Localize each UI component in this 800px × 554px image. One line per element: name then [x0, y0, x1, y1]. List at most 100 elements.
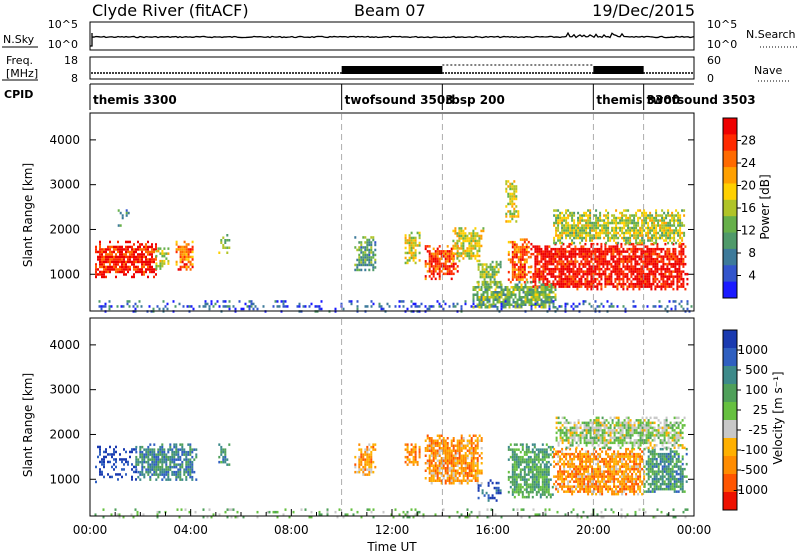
echo-cell	[440, 459, 443, 462]
echo-cell	[125, 245, 127, 249]
echo-cell	[450, 459, 453, 462]
echo-cell	[523, 483, 526, 486]
echo-cell	[430, 462, 433, 465]
echo-cell	[165, 453, 168, 456]
echo-cell	[173, 463, 176, 466]
echo-cell	[507, 475, 510, 479]
echo-cell	[364, 258, 367, 262]
echo-cell	[496, 286, 499, 289]
echo-cell	[432, 449, 435, 452]
echo-cell	[586, 280, 589, 283]
echo-cell	[537, 458, 540, 461]
echo-cell	[554, 267, 557, 271]
echo-cell	[149, 250, 151, 254]
echo-cell	[555, 214, 558, 217]
echo-cell	[99, 258, 101, 261]
echo-cell	[448, 447, 451, 450]
echo-cell	[621, 211, 624, 215]
echo-cell	[460, 447, 463, 450]
echo-cell	[673, 231, 676, 235]
echo-cell	[536, 291, 539, 294]
echo-cell	[569, 460, 572, 463]
echo-cell	[101, 260, 103, 264]
echo-cell	[147, 450, 150, 454]
echo-cell	[131, 260, 133, 264]
echo-cell	[606, 247, 609, 251]
echo-cell	[548, 303, 551, 306]
echo-cell	[99, 240, 101, 244]
echo-cell	[610, 247, 613, 251]
echo-cell	[615, 219, 618, 222]
echo-cell	[547, 483, 550, 486]
echo-cell	[617, 226, 620, 230]
echo-cell	[414, 450, 417, 454]
echo-cell	[533, 450, 536, 454]
echo-cell	[488, 300, 491, 303]
echo-cell	[527, 265, 530, 269]
echo-cell	[147, 465, 150, 469]
echo-cell	[532, 303, 535, 306]
echo-cell	[602, 257, 605, 261]
echo-cell	[611, 214, 614, 217]
echo-cell	[509, 200, 512, 203]
echo-cell	[639, 229, 642, 232]
echo-cell	[636, 285, 639, 288]
echo-cell	[304, 305, 307, 308]
echo-cell	[466, 442, 469, 445]
echo-cell	[537, 448, 540, 451]
echo-cell	[428, 437, 431, 440]
echo-cell	[668, 260, 671, 263]
echo-cell	[614, 245, 617, 248]
echo-cell	[656, 245, 659, 248]
echo-cell	[175, 448, 178, 451]
echo-cell	[145, 453, 148, 456]
echo-cell	[662, 285, 665, 288]
echo-cell	[532, 293, 535, 296]
echo-cell	[636, 267, 639, 271]
echo-cell	[358, 468, 361, 471]
echo-cell	[560, 255, 563, 258]
echo-cell	[574, 305, 577, 308]
echo-cell	[508, 293, 511, 296]
echo-cell	[125, 260, 127, 264]
echo-cell	[653, 234, 656, 237]
colorbar-tick-label: 24	[741, 156, 756, 170]
station-title: Clyde River (fitACF)	[92, 1, 249, 20]
echo-cell	[610, 250, 613, 253]
echo-cell	[680, 270, 683, 273]
echo-cell	[557, 216, 560, 220]
echo-cell	[179, 255, 182, 259]
echo-cell	[521, 268, 524, 271]
echo-cell	[646, 275, 649, 278]
echo-cell	[483, 263, 486, 266]
echo-cell	[175, 475, 178, 479]
echo-cell	[123, 265, 125, 269]
echo-cell	[631, 234, 634, 237]
echo-cell	[472, 239, 475, 243]
echo-cell	[151, 473, 154, 476]
echo-cell	[665, 229, 668, 232]
echo-cell	[578, 265, 581, 268]
echo-cell	[458, 462, 461, 465]
echo-cell	[521, 275, 524, 279]
echo-cell	[509, 202, 512, 206]
echo-cell	[517, 270, 520, 274]
echo-cell	[358, 258, 361, 262]
echo-cell	[366, 263, 369, 267]
echo-cell	[574, 257, 577, 261]
echo-cell	[571, 216, 574, 220]
echo-cell	[654, 267, 657, 271]
echo-cell	[370, 248, 373, 252]
echo-cell	[366, 460, 369, 464]
echo-cell	[615, 231, 618, 235]
echo-cell	[161, 264, 164, 268]
echo-cell	[649, 236, 652, 240]
echo-cell	[468, 252, 471, 255]
echo-cell	[600, 252, 603, 256]
echo-cell	[129, 245, 131, 249]
echo-cell	[650, 287, 653, 291]
echo-cell	[565, 234, 568, 237]
echo-cell	[507, 180, 510, 183]
echo-cell	[588, 260, 591, 263]
echo-cell	[479, 275, 482, 279]
